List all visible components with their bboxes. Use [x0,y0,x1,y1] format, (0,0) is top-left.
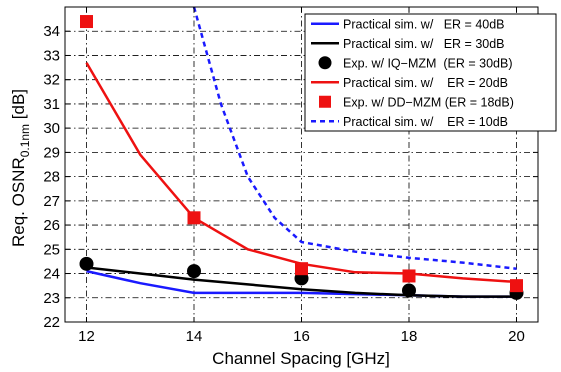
data-point-square [510,279,523,293]
data-point-square [402,269,416,283]
y-tick-label: 33 [43,47,60,64]
y-tick-label: 27 [43,193,60,210]
data-point-square [187,211,201,225]
series-practical-sim-w-er-10db [192,7,517,270]
x-tick-label: 14 [186,328,203,345]
axis-ticks: 12 14 16 18 20 22 23 24 25 26 27 28 29 30 31 32 33 34 [43,7,538,345]
data-point-square [295,262,308,276]
y-tick-label: 32 [43,72,60,89]
y-tick-label: 29 [43,144,60,161]
legend-box [304,13,557,132]
x-axis-label: Channel Spacing [GHz] [212,349,390,368]
legend-entry-label: Practical sim. w/ ER = 10dB [343,115,508,129]
y-axis-label-unit: [dB] [9,89,28,124]
x-tick-label: 18 [401,328,418,345]
y-axis-label-subscript: 0.1nm [18,124,32,157]
y-tick-label: 22 [43,314,60,331]
x-tick-label: 16 [293,328,310,345]
y-tick-label: 28 [43,169,60,186]
series-line [192,7,517,270]
y-axis-label: Req. OSNR0.1nm [dB] [9,89,32,247]
series-exp-w-dd-mzm-er-18db [80,15,523,293]
y-axis-label-main: Req. OSNR [9,157,28,247]
legend-entry-label: Exp. w/ IQ−MZM (ER = 30dB) [343,56,513,70]
plot-series [79,7,524,300]
x-tick-label: 20 [508,328,525,345]
y-tick-label: 25 [43,241,60,258]
legend: Practical sim. w/ ER = 40dB Practical sim… [304,13,557,132]
legend-entry-label: Practical sim. w/ ER = 20dB [343,76,508,90]
data-point-circle [187,264,201,279]
y-tick-label: 30 [43,120,60,137]
series-practical-sim-w-er-30db [86,266,517,298]
legend-entry-label: Practical sim. w/ ER = 30dB [343,37,505,51]
legend-entry-label: Exp. w/ DD−MZM (ER = 18dB) [343,95,514,109]
series-line [86,266,517,298]
series-exp-w-iq-mzm-er-30db [79,256,524,300]
legend-swatch-square [319,95,331,108]
x-tick-label: 12 [78,328,95,345]
y-tick-label: 24 [43,266,60,283]
legend-swatch-circle [318,56,332,70]
y-tick-label: 23 [43,290,60,307]
data-point-circle [402,283,416,298]
data-point-square [80,15,93,29]
y-tick-label: 34 [43,23,60,40]
legend-entry-label: Practical sim. w/ ER = 40dB [343,17,505,31]
data-point-circle [79,256,94,271]
y-tick-label: 31 [43,96,60,113]
y-tick-label: 26 [43,217,60,234]
